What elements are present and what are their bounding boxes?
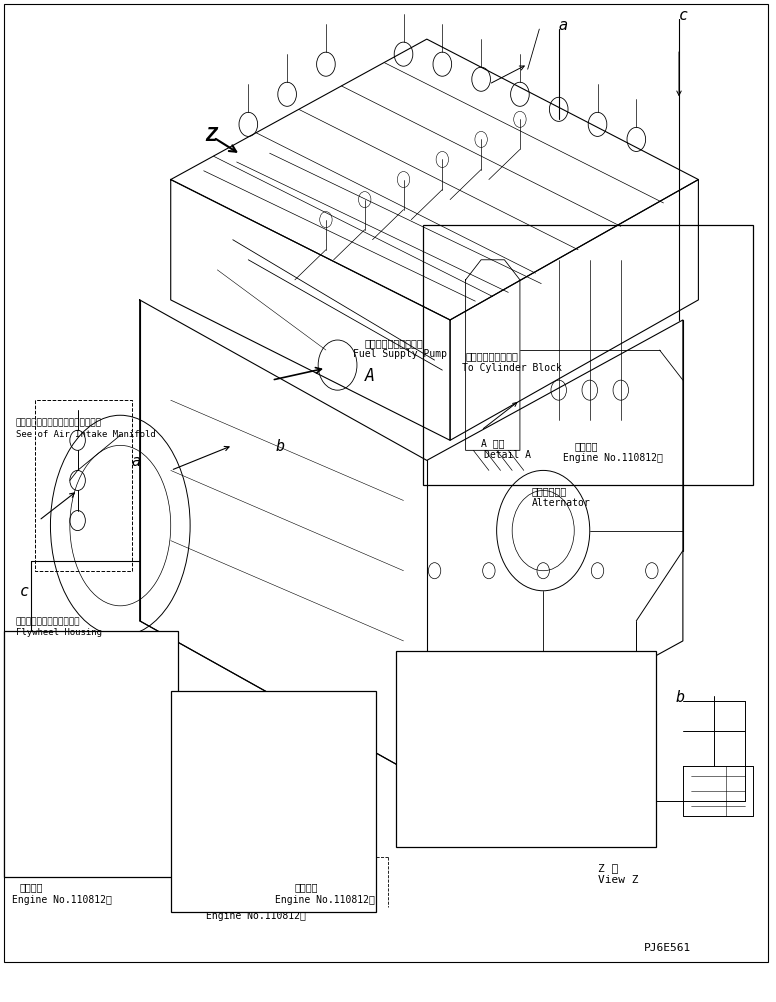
Text: 適用号機: 適用号機	[252, 899, 275, 909]
Bar	[4, 631, 178, 877]
Text: b: b	[275, 439, 285, 453]
Text: a: a	[559, 18, 568, 32]
Text: Engine No.110812～: Engine No.110812～	[563, 453, 663, 463]
Text: Engine No.110812～: Engine No.110812～	[206, 910, 306, 920]
Text: a: a	[132, 454, 141, 468]
Text: フェルサプライポンプ: フェルサプライポンプ	[365, 338, 424, 348]
Text: Z 視: Z 視	[598, 862, 618, 872]
Text: Fuel Supply Pump: Fuel Supply Pump	[353, 349, 447, 359]
Bar	[423, 225, 753, 486]
Text: オルタネータ: オルタネータ	[532, 486, 566, 496]
Text: See of Air Intake Manifold: See of Air Intake Manifold	[16, 430, 155, 438]
Text: b: b	[675, 689, 684, 703]
Text: c: c	[19, 584, 29, 598]
Text: シリンダブロックへ: シリンダブロックへ	[466, 351, 518, 361]
Text: View Z: View Z	[598, 874, 638, 884]
Text: 適用号機: 適用号機	[19, 882, 43, 892]
Bar	[396, 651, 656, 847]
Text: A 詳細: A 詳細	[481, 438, 504, 448]
Text: Flywheel Housing: Flywheel Housing	[16, 628, 102, 636]
Text: エアーインテークマニホールド参照: エアーインテークマニホールド参照	[16, 419, 102, 427]
Text: Detail A: Detail A	[484, 450, 532, 460]
Text: A: A	[365, 367, 375, 385]
Text: Engine No.110812～: Engine No.110812～	[275, 894, 376, 904]
Text: Engine No.110812～: Engine No.110812～	[12, 894, 112, 904]
Text: 適用号機: 適用号機	[295, 882, 318, 892]
Text: Alternator: Alternator	[532, 497, 591, 507]
Text: Z: Z	[206, 126, 217, 144]
Text: To Cylinder Block: To Cylinder Block	[462, 363, 562, 373]
Text: フライホイールハウジング: フライホイールハウジング	[16, 617, 80, 625]
Text: PJ6E561: PJ6E561	[644, 942, 691, 952]
Text: c: c	[679, 8, 688, 22]
Text: 適用号機: 適用号機	[574, 441, 598, 451]
Bar	[171, 691, 376, 912]
